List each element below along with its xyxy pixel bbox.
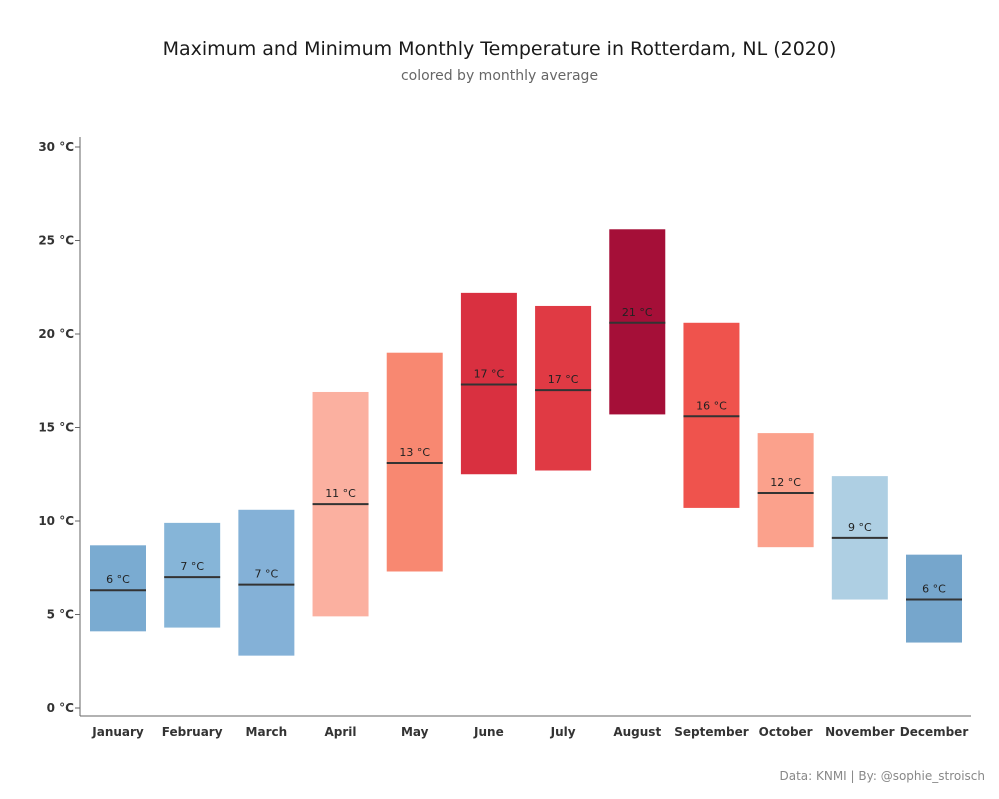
range-bar: [164, 522, 221, 628]
chart-title: Maximum and Minimum Monthly Temperature …: [162, 38, 837, 60]
range-bar: [757, 433, 814, 548]
y-tick-label: 20 °C: [38, 327, 74, 341]
average-label: 16 °C: [696, 399, 727, 412]
chart-subtitle: colored by monthly average: [400, 68, 599, 84]
data-credit: Data: KNMI | By: @sophie_stroisch: [779, 769, 985, 783]
average-label: 13 °C: [399, 446, 430, 459]
average-label: 12 °C: [770, 476, 801, 489]
average-label: 17 °C: [548, 373, 579, 386]
range-bar: [238, 509, 295, 656]
average-label: 11 °C: [325, 487, 356, 500]
x-tick-label: January: [91, 725, 144, 739]
y-tick-label: 0 °C: [47, 701, 75, 715]
y-tick-label: 25 °C: [38, 234, 74, 248]
average-label: 7 °C: [255, 568, 279, 581]
average-label: 6 °C: [106, 573, 130, 586]
average-label: 7 °C: [180, 560, 204, 573]
x-tick-label: February: [162, 725, 223, 739]
range-bar: [90, 545, 146, 632]
x-tick-label: December: [900, 725, 969, 739]
axes: [79, 137, 971, 717]
x-tick-label: April: [325, 725, 357, 739]
y-tick-label: 15 °C: [38, 421, 74, 435]
y-tick-label: 5 °C: [47, 608, 75, 622]
x-tick-label: July: [550, 725, 576, 739]
y-tick-label: 30 °C: [38, 140, 74, 154]
average-label: 9 °C: [848, 521, 872, 534]
x-tick-label: August: [613, 725, 661, 739]
x-tick-label: September: [674, 725, 748, 739]
average-label: 17 °C: [474, 367, 505, 380]
x-tick-label: March: [246, 725, 288, 739]
y-tick-label: 10 °C: [38, 514, 74, 528]
range-bar: [535, 305, 592, 471]
x-axis-ticks: January February March April May June July Augu…: [91, 725, 968, 739]
x-tick-label: May: [401, 725, 429, 739]
average-label: 21 °C: [622, 306, 653, 319]
average-label: 6 °C: [922, 583, 946, 596]
bars: 6 °C 7 °C 7 °C 11 °C 13 °C 17 °C 17 °C 21 °C 16 …: [90, 229, 962, 656]
x-tick-label: October: [759, 725, 813, 739]
x-tick-label: November: [825, 725, 894, 739]
y-axis-ticks: 0 °C 5 °C 10 °C 15 °C 20 °C 25 °C 30 °C: [38, 140, 80, 715]
x-tick-label: June: [473, 725, 504, 739]
